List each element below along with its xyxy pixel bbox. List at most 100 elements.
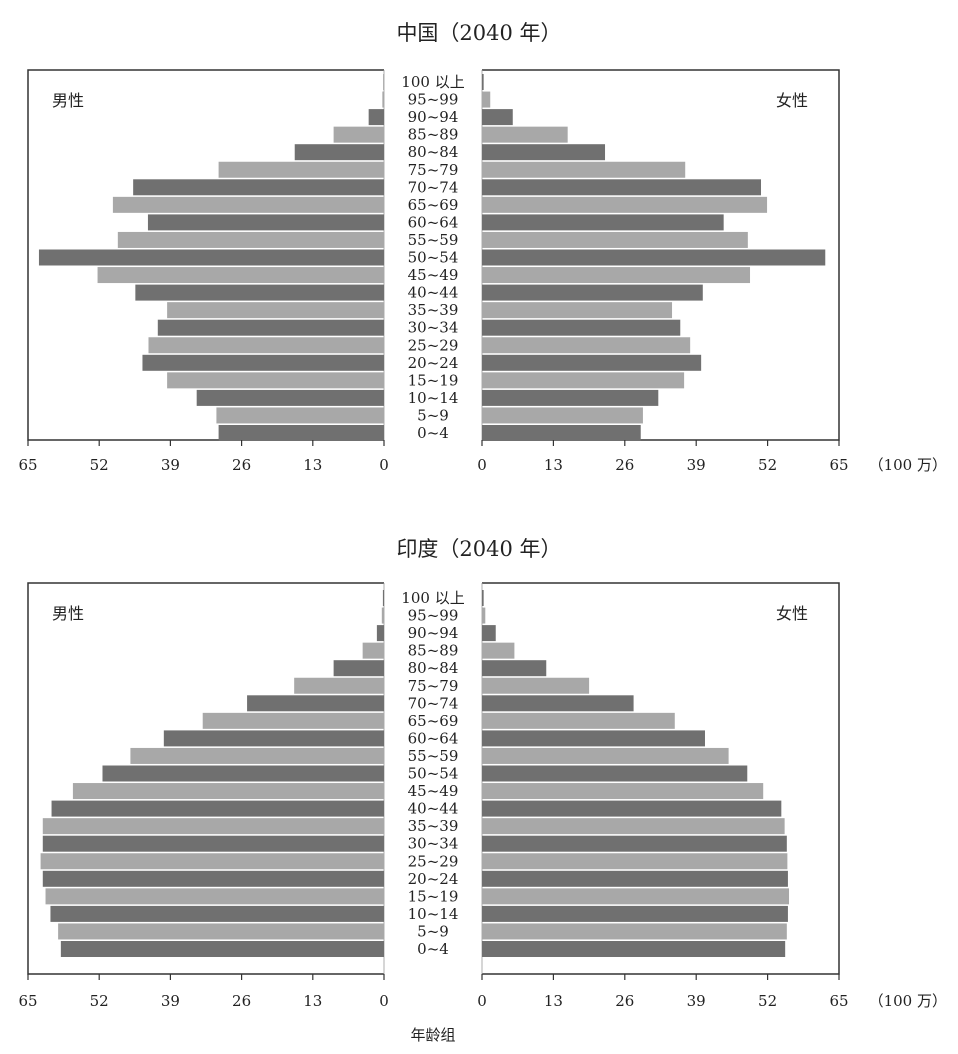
- female-bar-100 以上: [482, 590, 484, 606]
- age-label-20~24: 20~24: [408, 354, 459, 372]
- age-label-65~69: 65~69: [408, 196, 459, 214]
- age-label-85~89: 85~89: [408, 642, 459, 660]
- female-tick-label: 39: [687, 456, 706, 474]
- male-bar-5~9: [216, 407, 384, 424]
- female-bar-95~99: [482, 607, 486, 624]
- female-bar-15~19: [482, 372, 685, 389]
- male-bar-95~99: [382, 91, 384, 108]
- female-tick-label: 65: [829, 992, 848, 1010]
- female-tick-label: 26: [615, 992, 634, 1010]
- age-label-25~29: 25~29: [408, 336, 459, 354]
- pyramid-chart-2: 印度（2040 年） 男性 女性 100 以上95~9990~9485~8980~84…: [18, 537, 947, 1010]
- chart-title: 中国（2040 年）: [396, 21, 561, 45]
- female-bar-50~54: [482, 765, 748, 782]
- age-label-90~94: 90~94: [408, 624, 459, 642]
- male-bar-70~74: [133, 179, 384, 196]
- female-bar-35~39: [482, 302, 673, 319]
- female-bar-0~4: [482, 941, 786, 957]
- male-bar-90~94: [368, 109, 384, 126]
- female-bar-25~29: [482, 853, 788, 870]
- male-tick-label: 39: [161, 992, 180, 1010]
- age-label-85~89: 85~89: [408, 126, 459, 144]
- male-bar-85~89: [333, 126, 384, 143]
- female-bar-50~54: [482, 249, 826, 266]
- age-label-30~34: 30~34: [408, 835, 459, 853]
- male-bar-60~64: [147, 214, 384, 231]
- male-panel-frame: [27, 69, 384, 441]
- female-bar-30~34: [482, 835, 787, 852]
- female-bar-70~74: [482, 179, 762, 196]
- age-label-80~84: 80~84: [408, 143, 459, 161]
- female-bar-40~44: [482, 800, 782, 817]
- male-bar-45~49: [72, 783, 384, 800]
- female-bar-90~94: [482, 625, 496, 642]
- male-bar-30~34: [42, 835, 385, 852]
- age-label-40~44: 40~44: [408, 800, 459, 818]
- female-bar-5~9: [482, 923, 787, 940]
- age-label-15~19: 15~19: [408, 371, 459, 389]
- female-bar-85~89: [482, 126, 568, 143]
- female-bar-80~84: [482, 144, 606, 161]
- female-bar-60~64: [482, 730, 705, 747]
- female-tick-label: 52: [758, 992, 777, 1010]
- male-bar-80~84: [333, 660, 384, 677]
- female-bar-75~79: [482, 677, 590, 694]
- age-label-5~9: 5~9: [417, 406, 449, 424]
- male-bar-85~89: [362, 642, 384, 659]
- unit-label: （100 万）: [869, 992, 947, 1010]
- female-bar-20~24: [482, 870, 788, 887]
- age-label-70~74: 70~74: [408, 178, 459, 196]
- male-tick-label: 13: [303, 456, 322, 474]
- female-bar-30~34: [482, 319, 681, 336]
- male-bar-75~79: [294, 677, 384, 694]
- female-tick-label: 39: [687, 992, 706, 1010]
- female-bar-35~39: [482, 818, 785, 835]
- female-tick-label: 52: [758, 456, 777, 474]
- age-label-55~59: 55~59: [408, 747, 459, 765]
- age-label-50~54: 50~54: [408, 765, 459, 783]
- age-label-30~34: 30~34: [408, 319, 459, 337]
- male-bar-5~9: [58, 923, 384, 940]
- male-bar-60~64: [163, 730, 384, 747]
- male-bar-50~54: [38, 249, 384, 266]
- male-tick-label: 0: [379, 992, 389, 1010]
- female-bar-10~14: [482, 905, 788, 922]
- age-label-35~39: 35~39: [408, 817, 459, 835]
- age-label-15~19: 15~19: [408, 887, 459, 905]
- male-bar-65~69: [112, 196, 385, 213]
- female-bar-60~64: [482, 214, 724, 231]
- male-bar-10~14: [50, 905, 384, 922]
- female-bar-55~59: [482, 231, 748, 248]
- chart-title: 印度（2040 年）: [396, 537, 561, 561]
- female-panel-frame: [482, 69, 840, 441]
- male-tick-label: 0: [379, 456, 389, 474]
- age-label-100 以上: 100 以上: [401, 73, 464, 91]
- male-bar-35~39: [42, 818, 385, 835]
- age-label-55~59: 55~59: [408, 231, 459, 249]
- age-label-80~84: 80~84: [408, 659, 459, 677]
- female-bar-45~49: [482, 783, 764, 800]
- female-tick-label: 13: [544, 456, 563, 474]
- female-bar-25~29: [482, 337, 691, 354]
- female-bar-65~69: [482, 196, 768, 213]
- male-bar-20~24: [42, 870, 385, 887]
- male-label: 男性: [52, 604, 84, 623]
- male-bar-75~79: [218, 161, 384, 178]
- age-label-10~14: 10~14: [408, 905, 459, 923]
- female-bar-65~69: [482, 712, 675, 729]
- male-bar-95~99: [381, 607, 384, 624]
- female-bar-40~44: [482, 284, 703, 301]
- age-label-50~54: 50~54: [408, 249, 459, 267]
- female-bar-20~24: [482, 354, 702, 371]
- male-bar-25~29: [40, 853, 384, 870]
- male-tick-label: 52: [90, 456, 109, 474]
- age-label-10~14: 10~14: [408, 389, 459, 407]
- female-tick-label: 0: [477, 456, 487, 474]
- male-bar-100 以上: [382, 590, 384, 606]
- age-label-45~49: 45~49: [408, 266, 459, 284]
- age-label-25~29: 25~29: [408, 852, 459, 870]
- age-label-75~79: 75~79: [408, 161, 459, 179]
- age-label-40~44: 40~44: [408, 284, 459, 302]
- male-bar-65~69: [202, 712, 384, 729]
- male-bar-0~4: [60, 941, 384, 957]
